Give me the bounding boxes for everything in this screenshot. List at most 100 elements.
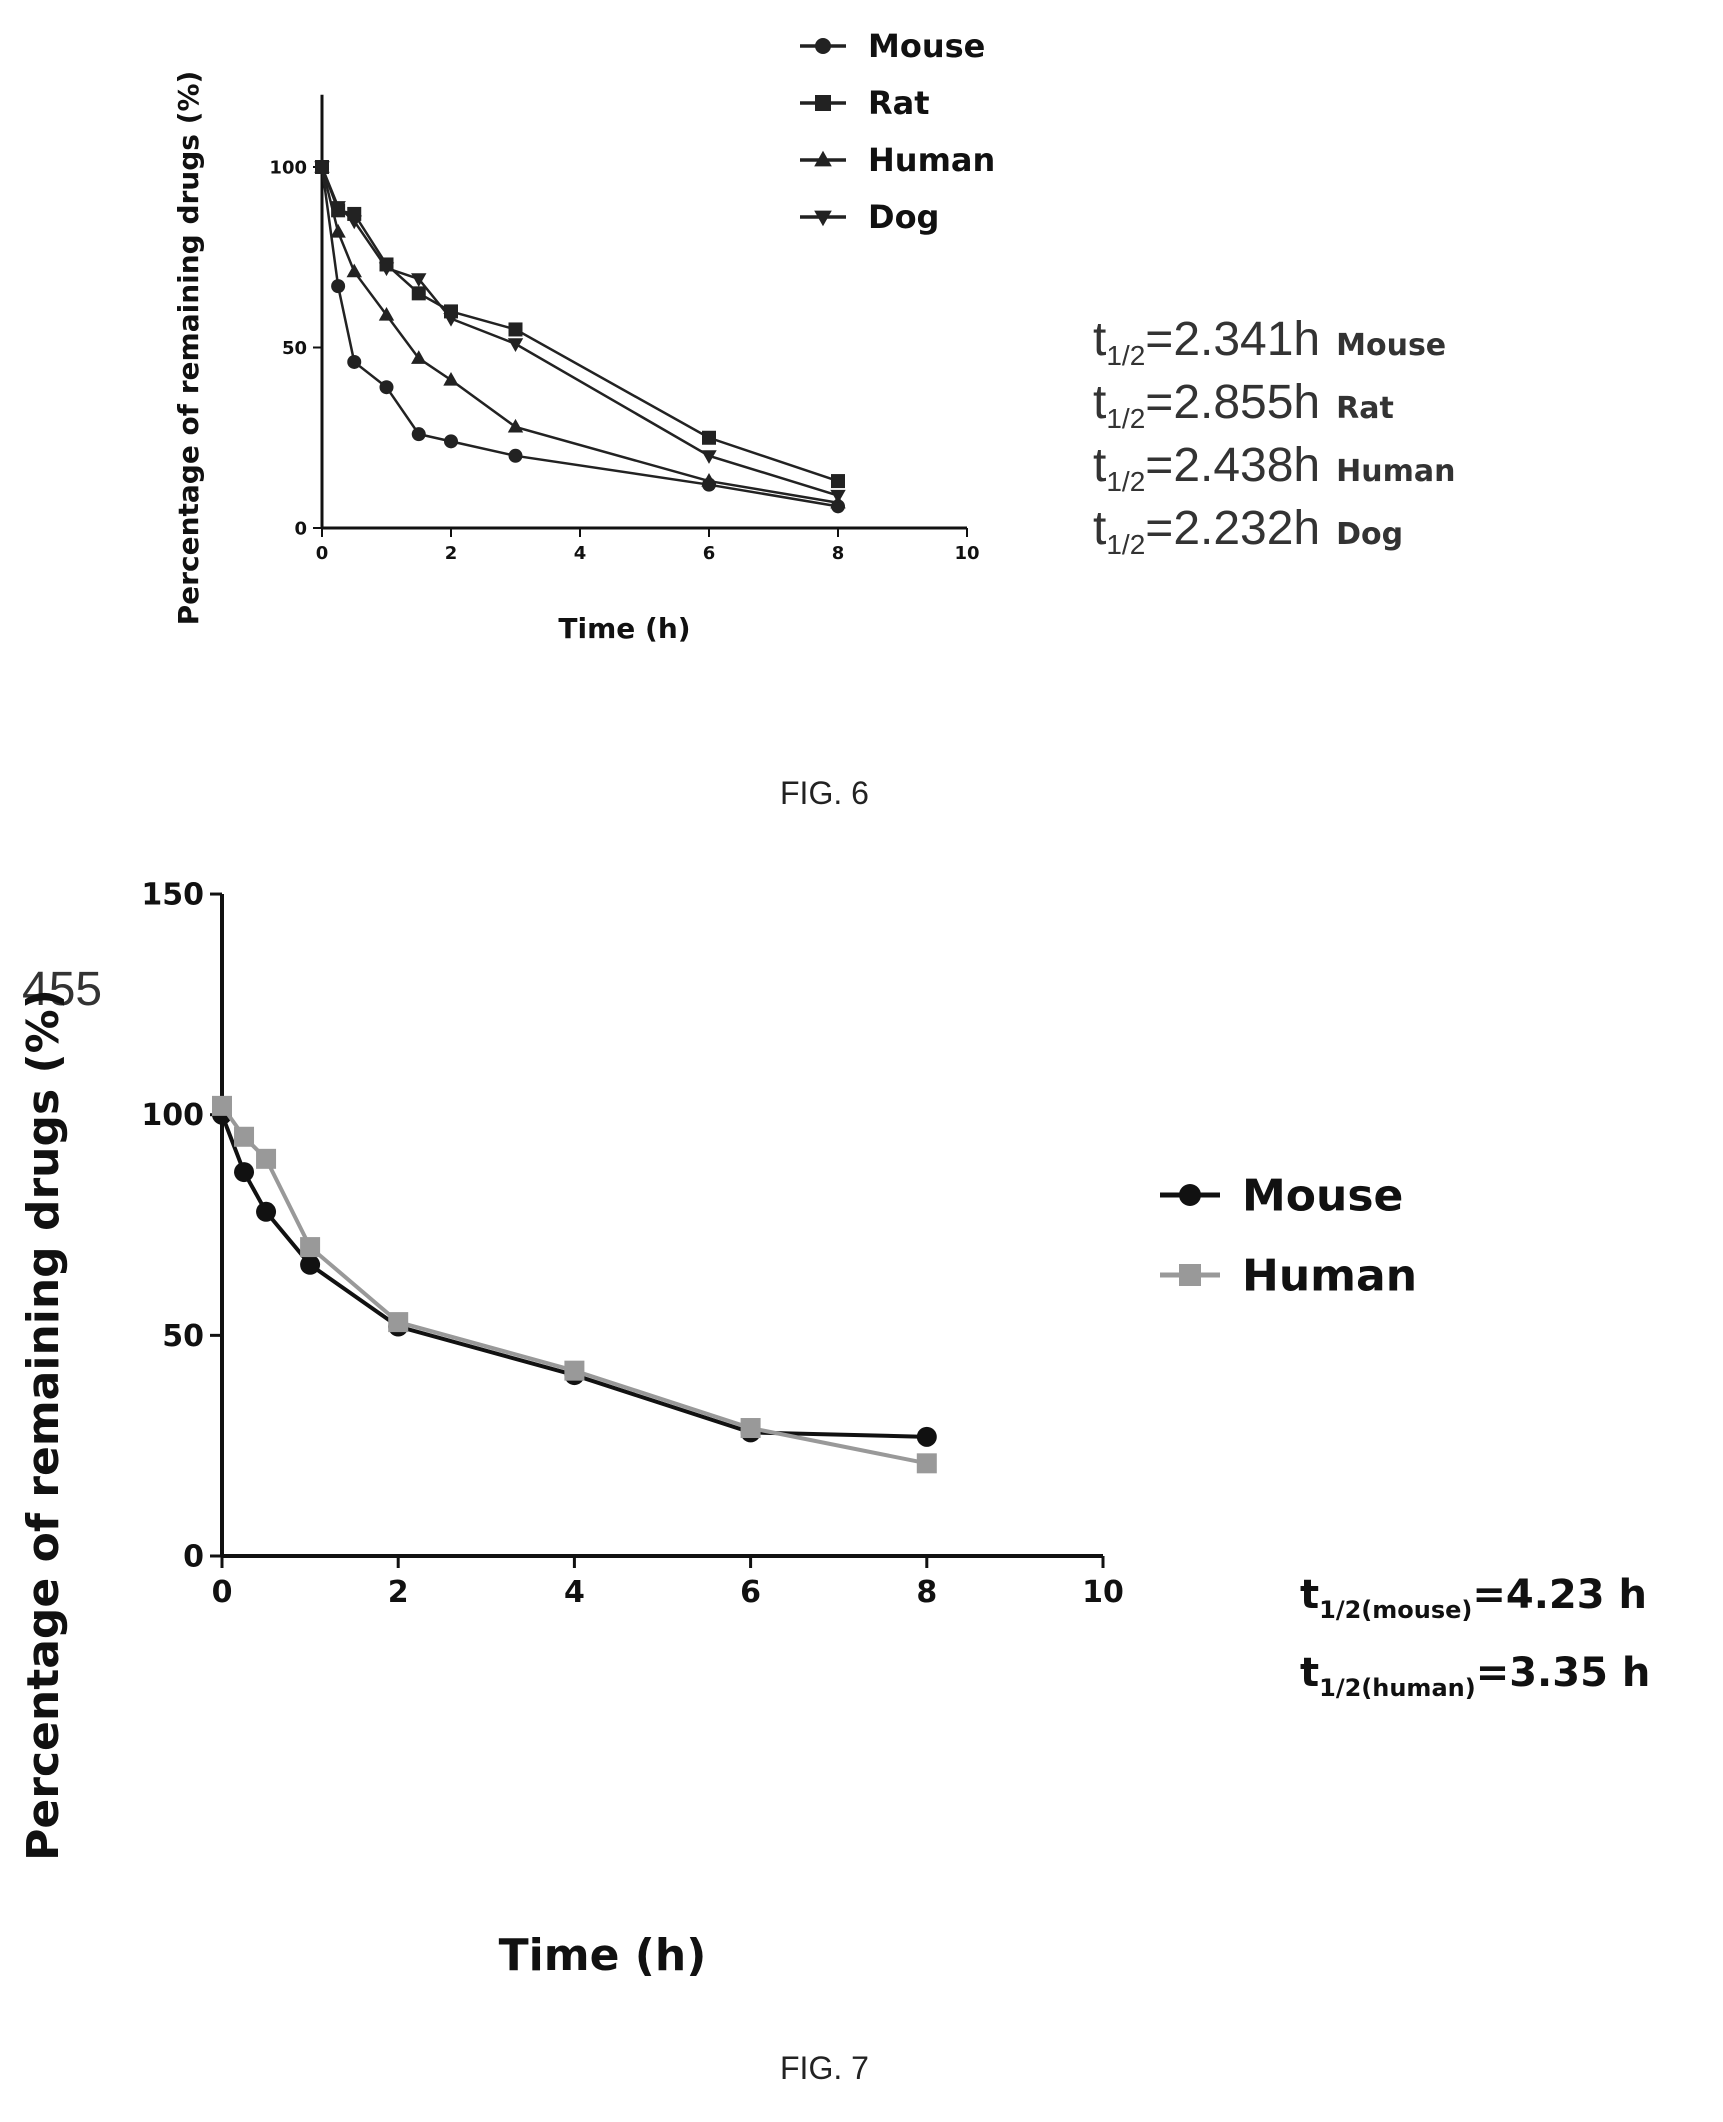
fig6-data-point-rat — [347, 206, 362, 221]
fig7-x-tick-label: 0 — [212, 1575, 233, 1610]
fig7-data-point-mouse — [256, 1201, 277, 1222]
fig7-data-point-mouse — [916, 1426, 937, 1447]
fig7-data-point-human — [300, 1237, 321, 1258]
fig7-hl-human-sub: 1/2(human) — [1319, 1674, 1476, 1702]
fig6-data-point-dog — [411, 273, 427, 287]
fig7-half-life-mouse: t1/2(mouse)=4.23 h — [1300, 1572, 1647, 1624]
fig7-data-point-mouse — [212, 1104, 232, 1125]
fig6-x-tick-label: 10 — [954, 543, 979, 564]
fig6-series-line-dog — [320, 166, 839, 497]
fig7-data-point-human — [212, 1095, 232, 1116]
fig6-data-point-rat — [831, 474, 845, 489]
fig7-x-tick-label: 6 — [740, 1575, 761, 1610]
fig6-data-point-rat — [508, 322, 523, 337]
fig7-y-tick-label: 150 — [141, 878, 204, 913]
fig6-legend-label-rat: Rat — [868, 84, 930, 122]
fig7-y-tick-label: 100 — [141, 1098, 204, 1133]
fig6-legend-label-human: Human — [868, 141, 995, 179]
fig7-data-point-human — [234, 1126, 255, 1147]
fig6-data-point-human — [330, 223, 346, 238]
fig7-data-point-mouse — [740, 1422, 761, 1443]
fig6-data-point-dog — [330, 201, 346, 215]
fig6-data-point-rat — [379, 257, 394, 272]
fig7-data-point-mouse — [388, 1316, 409, 1337]
fig6-x-tick-label: 8 — [832, 543, 845, 564]
fig7-data-point-mouse — [234, 1162, 255, 1183]
fig7-legend-label-mouse: Mouse — [1242, 1170, 1403, 1221]
fig7-y-tick-label: 50 — [162, 1319, 204, 1354]
fig6-data-point-mouse — [831, 499, 845, 514]
fig6-y-tick-label: 0 — [294, 518, 307, 539]
fig6-data-point-rat — [315, 160, 329, 174]
fig7-hl-mouse-sub: 1/2(mouse) — [1319, 1596, 1473, 1624]
fig6-hl-rat-value: =2.855h — [1145, 376, 1321, 429]
fig6-hl-dog-sub: 1/2 — [1106, 529, 1146, 560]
fig7-legend-marker-mouse — [1179, 1184, 1201, 1206]
fig6-x-tick-label: 6 — [703, 543, 716, 564]
fig6-data-point-human — [701, 473, 717, 487]
fig7-data-point-human — [388, 1312, 409, 1333]
fig6-data-point-dog — [314, 161, 330, 176]
fig6-series-line-human — [320, 166, 839, 504]
fig6-data-point-rat — [444, 304, 458, 319]
fig6-data-point-dog — [443, 313, 459, 327]
fig6-legend-label-mouse: Mouse — [868, 27, 985, 65]
fig6-hl-dog-t: t — [1093, 502, 1107, 555]
fig6-data-point-mouse — [444, 434, 458, 449]
fig6-data-point-rat — [411, 286, 426, 301]
fig6-data-point-dog — [346, 215, 362, 230]
fig6-hl-rat-species: Rat — [1336, 391, 1394, 426]
fig6-data-point-human — [346, 263, 362, 278]
fig7-series-line-mouse — [220, 1113, 927, 1439]
page-number: 455 — [22, 963, 103, 1016]
fig7-x-axis-label: Time (h) — [499, 1930, 707, 1981]
fig6-y-axis-label: Percentage of remaining drugs (%) — [172, 71, 205, 626]
fig6-y-tick-label: 100 — [269, 157, 307, 178]
fig6-data-point-human — [314, 158, 330, 173]
fig6-legend-label-dog: Dog — [868, 198, 939, 236]
fig7-data-point-human — [564, 1360, 585, 1381]
fig6-half-life-human: t1/2=2.438h Human — [1093, 438, 1455, 498]
fig7-x-tick-label: 4 — [564, 1575, 585, 1610]
fig6-data-point-dog — [701, 450, 717, 464]
fig6-hl-dog-species: Dog — [1336, 517, 1404, 552]
fig7-data-point-mouse — [564, 1365, 585, 1386]
fig7-y-tick-label: 0 — [183, 1540, 204, 1575]
fig6-hl-human-species: Human — [1336, 454, 1456, 489]
fig6-data-point-dog — [507, 338, 524, 352]
fig7-data-point-mouse — [300, 1254, 321, 1275]
fig6-data-point-dog — [378, 262, 395, 277]
fig6-x-axis-label: Time (h) — [558, 612, 690, 645]
fig6-hl-rat-t: t — [1093, 376, 1107, 429]
fig7-x-tick-label: 2 — [388, 1575, 409, 1610]
fig6-data-point-mouse — [379, 380, 394, 395]
fig6-data-point-dog — [830, 489, 846, 504]
fig6-data-point-mouse — [508, 448, 523, 463]
fig7-data-point-human — [916, 1453, 937, 1474]
fig6-data-point-mouse — [331, 279, 346, 294]
fig7-hl-mouse-t: t — [1300, 1572, 1320, 1618]
fig6-data-point-human — [507, 418, 524, 433]
fig6-data-point-mouse — [347, 354, 362, 369]
fig7-hl-human-value: =3.35 h — [1475, 1650, 1651, 1696]
fig6-hl-mouse-sub: 1/2 — [1106, 340, 1146, 371]
figure-6-caption: FIG. 6 — [780, 775, 869, 811]
fig6-data-point-mouse — [315, 160, 329, 174]
fig7-half-life-human: t1/2(human)=3.35 h — [1300, 1650, 1650, 1702]
fig6-x-tick-label: 0 — [316, 543, 329, 564]
fig6-hl-human-value: =2.438h — [1145, 439, 1321, 492]
fig6-data-point-human — [378, 306, 395, 321]
fig6-data-point-mouse — [702, 477, 716, 492]
fig6-hl-human-sub: 1/2 — [1106, 466, 1146, 497]
fig7-x-tick-label: 8 — [916, 1575, 937, 1610]
fig6-data-point-rat — [331, 203, 346, 218]
fig7-data-point-human — [740, 1418, 761, 1439]
fig6-data-point-human — [443, 371, 459, 386]
fig6-y-tick-label: 50 — [282, 338, 307, 359]
fig6-x-tick-label: 2 — [445, 543, 458, 564]
fig6-data-point-mouse — [411, 427, 426, 442]
fig6-half-life-dog: t1/2=2.232h Dog — [1093, 501, 1403, 561]
fig6-legend-marker-dog — [814, 210, 832, 227]
fig6-data-point-human — [830, 494, 846, 509]
